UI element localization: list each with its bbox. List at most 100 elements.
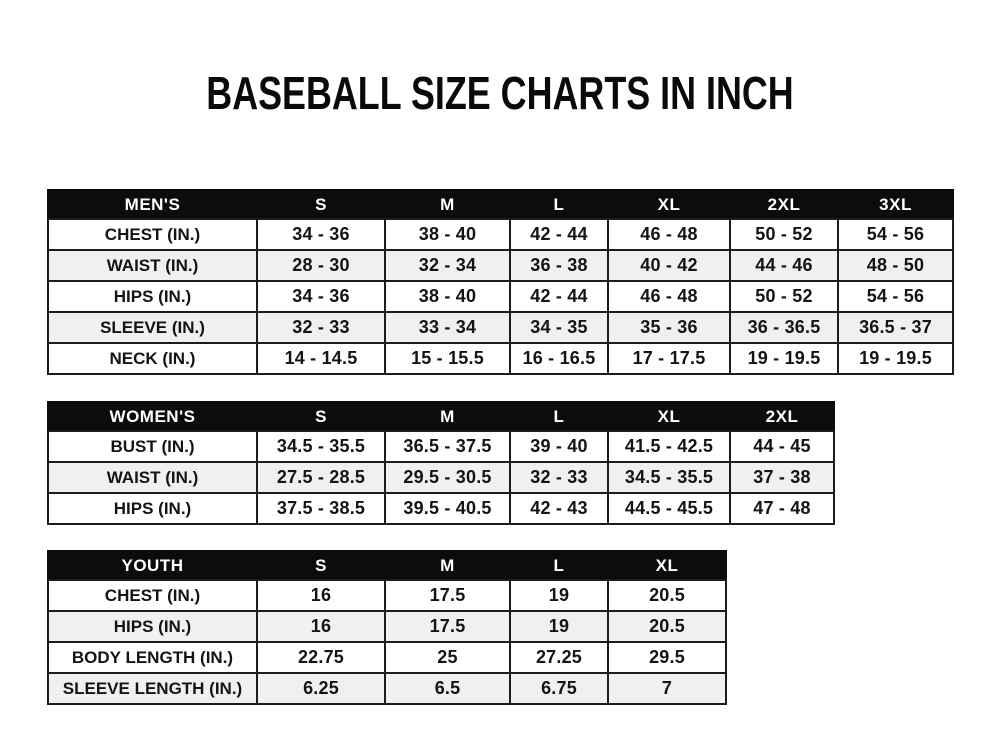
table-cell: 32 - 33 — [256, 311, 386, 344]
table-cell: 39 - 40 — [509, 430, 609, 463]
table-cell: 32 - 34 — [384, 249, 511, 282]
mens-header-size-2xl: 2XL — [729, 189, 839, 220]
table-row: HIPS (IN.) 34 - 36 38 - 40 42 - 44 46 - … — [47, 280, 954, 313]
table-cell: 19 - 19.5 — [837, 342, 954, 375]
table-cell: 39.5 - 40.5 — [384, 492, 511, 525]
table-cell: 17 - 17.5 — [607, 342, 731, 375]
mens-header-size-3xl: 3XL — [837, 189, 954, 220]
row-label: WAIST (IN.) — [47, 461, 258, 494]
table-cell: 17.5 — [384, 610, 511, 643]
table-cell: 44 - 46 — [729, 249, 839, 282]
table-cell: 36.5 - 37 — [837, 311, 954, 344]
table-cell: 16 — [256, 610, 386, 643]
mens-header-size-l: L — [509, 189, 609, 220]
table-row: HIPS (IN.) 37.5 - 38.5 39.5 - 40.5 42 - … — [47, 492, 835, 525]
youth-header-title: YOUTH — [47, 550, 258, 581]
womens-header-size-m: M — [384, 401, 511, 432]
table-cell: 46 - 48 — [607, 280, 731, 313]
table-row: CHEST (IN.) 34 - 36 38 - 40 42 - 44 46 -… — [47, 218, 954, 251]
row-label: HIPS (IN.) — [47, 492, 258, 525]
table-cell: 36 - 36.5 — [729, 311, 839, 344]
table-cell: 41.5 - 42.5 — [607, 430, 731, 463]
row-label: CHEST (IN.) — [47, 218, 258, 251]
table-row: BUST (IN.) 34.5 - 35.5 36.5 - 37.5 39 - … — [47, 430, 835, 463]
table-row: WAIST (IN.) 27.5 - 28.5 29.5 - 30.5 32 -… — [47, 461, 835, 494]
row-label: NECK (IN.) — [47, 342, 258, 375]
row-label: BODY LENGTH (IN.) — [47, 641, 258, 674]
table-cell: 6.75 — [509, 672, 609, 705]
table-cell: 29.5 - 30.5 — [384, 461, 511, 494]
row-label: SLEEVE (IN.) — [47, 311, 258, 344]
womens-header-size-l: L — [509, 401, 609, 432]
table-cell: 27.5 - 28.5 — [256, 461, 386, 494]
table-cell: 38 - 40 — [384, 280, 511, 313]
table-cell: 16 — [256, 579, 386, 612]
table-cell: 19 — [509, 579, 609, 612]
table-cell: 42 - 44 — [509, 280, 609, 313]
table-row: HIPS (IN.) 16 17.5 19 20.5 — [47, 610, 727, 643]
table-cell: 36.5 - 37.5 — [384, 430, 511, 463]
womens-header-size-xl: XL — [607, 401, 731, 432]
table-cell: 20.5 — [607, 610, 727, 643]
table-cell: 17.5 — [384, 579, 511, 612]
table-cell: 33 - 34 — [384, 311, 511, 344]
table-cell: 34.5 - 35.5 — [607, 461, 731, 494]
youth-header-size-xl: XL — [607, 550, 727, 581]
mens-header-row: MEN'S S M L XL 2XL 3XL — [47, 189, 954, 220]
row-label: SLEEVE LENGTH (IN.) — [47, 672, 258, 705]
table-cell: 27.25 — [509, 641, 609, 674]
youth-header-size-l: L — [509, 550, 609, 581]
table-cell: 42 - 43 — [509, 492, 609, 525]
table-cell: 28 - 30 — [256, 249, 386, 282]
row-label: CHEST (IN.) — [47, 579, 258, 612]
table-cell: 20.5 — [607, 579, 727, 612]
mens-header-size-s: S — [256, 189, 386, 220]
table-cell: 19 - 19.5 — [729, 342, 839, 375]
table-row: BODY LENGTH (IN.) 22.75 25 27.25 29.5 — [47, 641, 727, 674]
row-label: HIPS (IN.) — [47, 280, 258, 313]
table-cell: 54 - 56 — [837, 218, 954, 251]
table-cell: 6.5 — [384, 672, 511, 705]
table-cell: 48 - 50 — [837, 249, 954, 282]
youth-header-size-s: S — [256, 550, 386, 581]
mens-header-size-xl: XL — [607, 189, 731, 220]
row-label: WAIST (IN.) — [47, 249, 258, 282]
womens-header-size-2xl: 2XL — [729, 401, 835, 432]
table-cell: 35 - 36 — [607, 311, 731, 344]
row-label: BUST (IN.) — [47, 430, 258, 463]
table-row: SLEEVE (IN.) 32 - 33 33 - 34 34 - 35 35 … — [47, 311, 954, 344]
mens-header-size-m: M — [384, 189, 511, 220]
table-row: WAIST (IN.) 28 - 30 32 - 34 36 - 38 40 -… — [47, 249, 954, 282]
table-cell: 46 - 48 — [607, 218, 731, 251]
table-cell: 14 - 14.5 — [256, 342, 386, 375]
table-cell: 34 - 36 — [256, 280, 386, 313]
table-cell: 36 - 38 — [509, 249, 609, 282]
table-cell: 38 - 40 — [384, 218, 511, 251]
womens-size-table: WOMEN'S S M L XL 2XL BUST (IN.) 34.5 - 3… — [47, 401, 835, 525]
table-cell: 16 - 16.5 — [509, 342, 609, 375]
table-cell: 47 - 48 — [729, 492, 835, 525]
table-cell: 25 — [384, 641, 511, 674]
table-cell: 29.5 — [607, 641, 727, 674]
table-cell: 44.5 - 45.5 — [607, 492, 731, 525]
table-cell: 44 - 45 — [729, 430, 835, 463]
table-cell: 7 — [607, 672, 727, 705]
table-cell: 34 - 36 — [256, 218, 386, 251]
youth-header-size-m: M — [384, 550, 511, 581]
table-cell: 22.75 — [256, 641, 386, 674]
table-cell: 32 - 33 — [509, 461, 609, 494]
table-cell: 40 - 42 — [607, 249, 731, 282]
table-cell: 34.5 - 35.5 — [256, 430, 386, 463]
table-cell: 54 - 56 — [837, 280, 954, 313]
womens-header-size-s: S — [256, 401, 386, 432]
womens-header-title: WOMEN'S — [47, 401, 258, 432]
table-cell: 15 - 15.5 — [384, 342, 511, 375]
table-row: SLEEVE LENGTH (IN.) 6.25 6.5 6.75 7 — [47, 672, 727, 705]
table-cell: 6.25 — [256, 672, 386, 705]
mens-header-title: MEN'S — [47, 189, 258, 220]
page-title: BASEBALL SIZE CHARTS IN INCH — [206, 67, 794, 119]
youth-size-table: YOUTH S M L XL CHEST (IN.) 16 17.5 19 20… — [47, 550, 727, 705]
womens-header-row: WOMEN'S S M L XL 2XL — [47, 401, 835, 432]
table-cell: 34 - 35 — [509, 311, 609, 344]
